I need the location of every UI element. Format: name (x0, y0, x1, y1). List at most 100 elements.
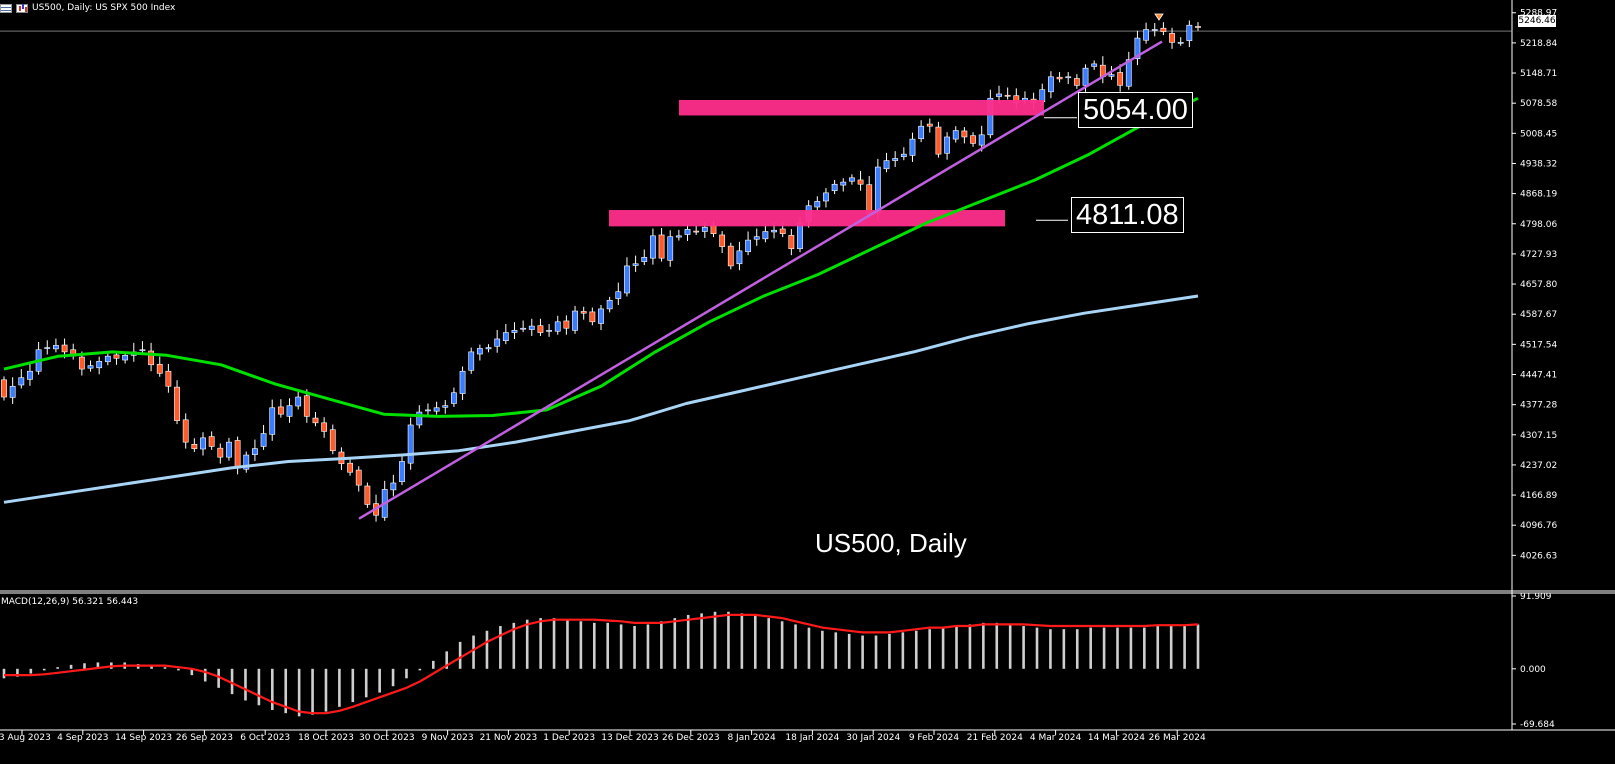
candle-body (935, 126, 942, 155)
macd-bar (780, 621, 784, 669)
symbol-title: US500, Daily: US SPX 500 Index (32, 3, 176, 13)
candle-body (831, 183, 838, 191)
x-tick-label: 13 Dec 2023 (601, 733, 659, 743)
macd-bar (405, 668, 408, 679)
candle-body (1039, 89, 1046, 103)
macd-bar (257, 668, 261, 706)
candle-body (156, 364, 163, 374)
candle-body (866, 184, 873, 215)
candle-body (970, 135, 976, 144)
macd-bar (660, 621, 663, 669)
candle-body (321, 422, 328, 432)
candle-body (9, 385, 16, 398)
y-tick-label: 4026.63 (1520, 551, 1557, 561)
candle-body (286, 405, 293, 417)
x-tick-label: 9 Feb 2024 (909, 733, 960, 743)
macd-bar (1062, 629, 1066, 669)
macd-bar (1008, 624, 1012, 669)
macd-bar (888, 633, 891, 669)
macd-bar (297, 668, 301, 717)
candle-body (459, 370, 466, 394)
candle-body (1134, 37, 1141, 60)
candle-body (1117, 72, 1124, 86)
candle-body (468, 351, 475, 371)
x-tick-label: 23 Aug 2023 (0, 733, 51, 743)
chart-header: US500, Daily: US SPX 500 Index (0, 0, 175, 16)
candle-body (442, 405, 449, 408)
macd-bar (1183, 626, 1186, 669)
macd-bar (794, 624, 797, 669)
macd-bar (874, 635, 878, 669)
macd-bar (150, 665, 153, 669)
macd-bar (646, 624, 650, 669)
y-tick-label: 5218.84 (1520, 39, 1557, 49)
macd-bar (592, 622, 596, 669)
symbol-list-icon[interactable] (0, 3, 12, 13)
candle-body (701, 226, 708, 232)
candle-body (823, 192, 829, 202)
candle-body (96, 361, 103, 369)
zone-5054 (679, 99, 1044, 116)
x-tick-label: 21 Nov 2023 (480, 733, 538, 743)
macd-bar (807, 627, 811, 669)
macd-bar (284, 668, 288, 714)
macd-bar (311, 668, 314, 715)
candle-body (667, 236, 674, 261)
candle-body (295, 396, 302, 407)
candle-body (606, 299, 613, 310)
candle-body (433, 407, 440, 412)
macd-bar (56, 667, 59, 669)
macd-bar (271, 668, 274, 710)
candle-body (944, 136, 950, 154)
current-price-tag: 5246.46 (1518, 15, 1556, 27)
macd-bar (83, 663, 86, 669)
candle-body (546, 330, 552, 332)
macd-bar (96, 662, 100, 669)
macd-bar (834, 632, 838, 669)
candle-body (918, 125, 925, 139)
macd-bar (445, 651, 449, 669)
candle-body (952, 130, 959, 140)
candle-body (191, 443, 198, 449)
macd-bar (190, 668, 194, 676)
candle-body (390, 482, 397, 491)
y-tick-label: 4307.15 (1520, 431, 1557, 441)
candle-body (710, 225, 717, 234)
y-tick-label: 4657.80 (1520, 280, 1557, 290)
candle-body (425, 409, 431, 412)
candle-body (312, 417, 319, 424)
x-tick-label: 30 Oct 2023 (359, 733, 415, 743)
candle-body (61, 344, 68, 353)
candle-body (347, 462, 353, 473)
candle-body (615, 291, 622, 299)
candle-body (53, 345, 59, 350)
arrow-marker-icon (1154, 13, 1164, 21)
macd-bar (432, 660, 435, 669)
candle-body (641, 257, 648, 262)
y-tick-label: 5148.71 (1520, 69, 1557, 79)
macd-bar (1169, 626, 1173, 669)
x-tick-label: 26 Dec 2023 (662, 733, 720, 743)
y-tick-label: 4096.76 (1520, 521, 1557, 531)
macd-bar (673, 618, 677, 669)
macd-bar (1156, 626, 1160, 669)
candle-body (598, 308, 604, 324)
y-tick-label: 5288.97 (1520, 9, 1557, 19)
candle-body (243, 454, 250, 470)
macd-bar (941, 627, 945, 669)
candle-body (78, 356, 85, 370)
x-tick-label: 4 Mar 2024 (1030, 733, 1082, 743)
candle-body (113, 354, 120, 359)
macd-bar (700, 613, 703, 669)
candle-body (840, 181, 847, 186)
y-tick-label: 4517.54 (1520, 340, 1557, 350)
candle-body (1004, 94, 1011, 97)
chart-type-icon[interactable] (16, 3, 28, 13)
candle-body (1160, 27, 1167, 32)
sma-short-line (3, 96, 1199, 418)
candle-body (416, 411, 423, 426)
macd-bar (821, 630, 824, 669)
macd-bar (391, 668, 395, 687)
candle-body (122, 355, 129, 361)
